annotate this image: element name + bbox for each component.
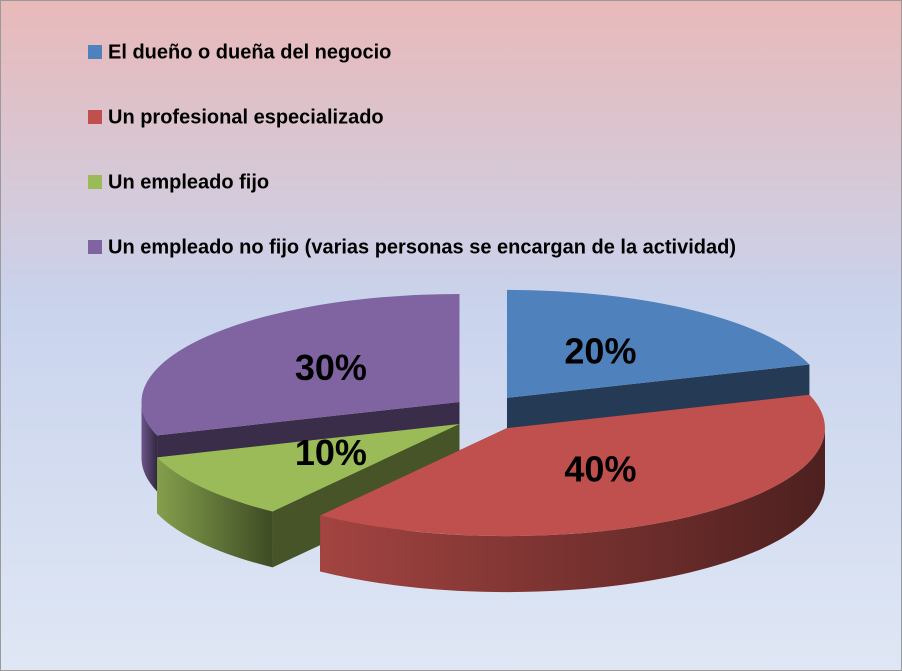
legend-label: Un empleado no fijo (varias personas se …: [108, 236, 736, 258]
legend-label: Un empleado fijo: [108, 171, 269, 193]
pie: 20% 40% 10% 30%: [141, 289, 825, 593]
value-label: 30%: [295, 347, 367, 388]
value-label: 40%: [564, 448, 636, 489]
value-label: 10%: [295, 432, 367, 473]
slice: [506, 289, 810, 398]
legend-label: El dueño o dueña del negocio: [108, 41, 391, 63]
legend-swatch: [88, 110, 102, 124]
legend: El dueño o dueña del negocio Un profesion…: [88, 41, 736, 258]
slice-wall: [157, 457, 273, 568]
slice: [157, 423, 460, 512]
legend-label: Un profesional especializado: [108, 106, 384, 128]
slice: [320, 394, 825, 537]
legend-swatch: [88, 240, 102, 254]
slice: [141, 294, 460, 436]
slice-wall: [141, 402, 158, 492]
legend-swatch: [88, 45, 102, 59]
slice-wall: [320, 428, 825, 593]
legend-swatch: [88, 175, 102, 189]
value-label: 20%: [564, 331, 636, 372]
